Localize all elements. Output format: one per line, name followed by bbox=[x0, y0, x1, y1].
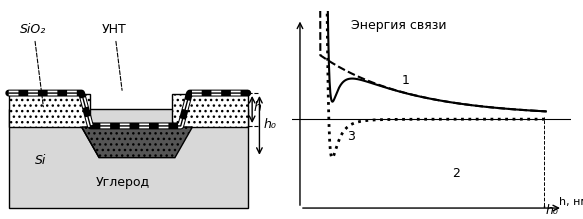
2 bbox=[335, 140, 342, 142]
3 bbox=[413, 94, 420, 97]
2 bbox=[491, 118, 498, 120]
Text: 3: 3 bbox=[347, 131, 354, 143]
1 bbox=[470, 104, 477, 107]
1 bbox=[496, 107, 503, 110]
Text: h₀: h₀ bbox=[546, 204, 559, 217]
Text: 2: 2 bbox=[452, 167, 461, 180]
2 bbox=[470, 118, 477, 120]
3 bbox=[470, 104, 477, 107]
Polygon shape bbox=[82, 127, 192, 158]
Text: Энергия связи: Энергия связи bbox=[351, 19, 447, 32]
Text: 1: 1 bbox=[402, 74, 410, 87]
Text: h, нм: h, нм bbox=[559, 197, 583, 207]
3 bbox=[405, 92, 412, 95]
Line: 2: 2 bbox=[315, 0, 546, 158]
1 bbox=[491, 106, 498, 109]
Text: h₀: h₀ bbox=[264, 118, 277, 131]
3 bbox=[491, 106, 498, 109]
FancyBboxPatch shape bbox=[172, 94, 248, 127]
Line: 1: 1 bbox=[315, 0, 546, 111]
Text: h: h bbox=[254, 101, 262, 114]
Text: SiO₂: SiO₂ bbox=[20, 23, 47, 107]
Text: Si: Si bbox=[35, 154, 47, 167]
3 bbox=[335, 88, 342, 90]
1 bbox=[405, 92, 412, 95]
Text: УНТ: УНТ bbox=[102, 23, 127, 90]
FancyBboxPatch shape bbox=[9, 94, 90, 127]
2 bbox=[542, 118, 549, 120]
2 bbox=[496, 118, 503, 120]
1 bbox=[335, 65, 342, 68]
Line: 3: 3 bbox=[315, 0, 546, 111]
1 bbox=[542, 110, 549, 113]
1 bbox=[413, 94, 420, 97]
3 bbox=[542, 110, 549, 113]
Text: Углерод: Углерод bbox=[96, 176, 150, 189]
2 bbox=[413, 118, 420, 120]
2 bbox=[329, 157, 336, 159]
3 bbox=[496, 107, 503, 110]
FancyBboxPatch shape bbox=[9, 110, 248, 208]
2 bbox=[405, 118, 412, 121]
